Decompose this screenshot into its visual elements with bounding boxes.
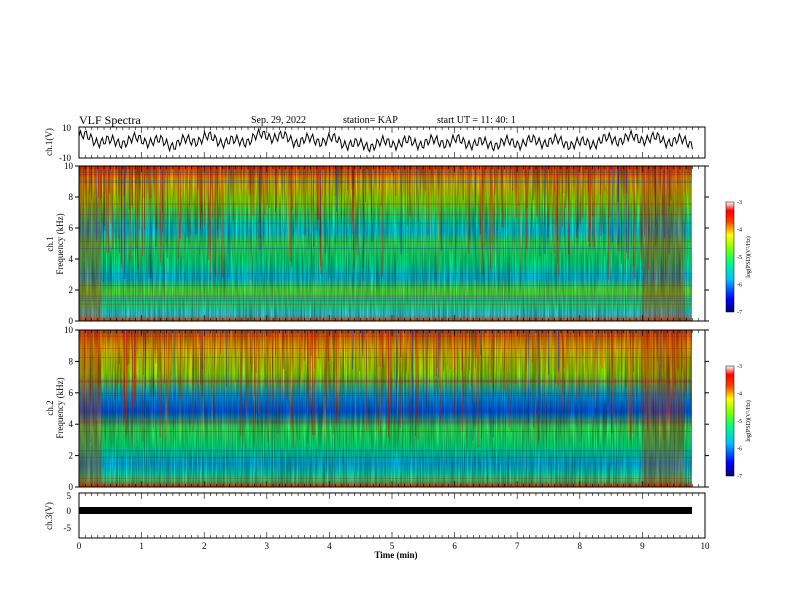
ch1-spectrogram-ylabel: ch.1Frequency (kHz) [45, 213, 65, 274]
ch3-ytick-top: 5 [67, 491, 72, 501]
xtick-label: 7 [515, 541, 520, 551]
ch2-spectrogram-yticks: 0 2 4 6 8 10 [64, 325, 709, 492]
ytick-label: 0 [69, 316, 74, 326]
ytick-label: 2 [69, 285, 74, 295]
ch1-waveform-line [78, 127, 693, 153]
ch2-colorbar-label: log(PSD)(V²/Hz) [745, 400, 752, 441]
time-axis-ticks [78, 127, 706, 538]
ch2-colorbar-gradient [725, 365, 735, 477]
colorbar-tick-label: -3 [737, 364, 742, 370]
ytick-label: 4 [69, 254, 74, 264]
xtick-label: 6 [452, 541, 457, 551]
ch1-spectrogram-yticks: 0 2 4 6 8 10 [64, 161, 709, 326]
ch1-colorbar: -3 -4 -5 -6 -7 log(PSD)(V²/Hz) [725, 200, 752, 316]
ch2-spectrogram-panel: ch.2Frequency (kHz) 0 2 4 6 8 10 [45, 325, 709, 492]
xtick-label: 5 [390, 541, 395, 551]
ch3-waveform-frame [78, 492, 706, 539]
ch1-colorbar-label: log(PSD)(V²/Hz) [745, 236, 752, 277]
xtick-label: 4 [327, 541, 332, 551]
ytick-label: 8 [69, 356, 74, 366]
ytick-label: 10 [64, 161, 74, 171]
colorbar-tick-label: -4 [737, 228, 742, 234]
xtick-label: 1 [139, 541, 144, 551]
date-label: Sep. 29, 2022 [251, 115, 306, 126]
ylabel-line: ch.1 [45, 236, 55, 251]
ch3-ytick-bottom: -5 [64, 523, 72, 533]
ylabel-line: Frequency (kHz) [55, 377, 65, 438]
ch1-colorbar-ticks: -3 -4 -5 -6 -7 [737, 200, 742, 316]
figure-title: VLF Spectra [79, 113, 141, 127]
ch1-ytick-bottom: -10 [59, 153, 71, 163]
colorbar-tick-label: -4 [737, 392, 742, 398]
ch1-colorbar-gradient [725, 201, 735, 313]
ytick-label: 6 [69, 223, 74, 233]
ch2-colorbar-ticks: -3 -4 -5 -6 -7 [737, 364, 742, 480]
xtick-label: 10 [701, 541, 711, 551]
colorbar-tick-label: -7 [737, 310, 742, 316]
ytick-label: 2 [69, 451, 74, 461]
xtick-label: 0 [77, 541, 82, 551]
xtick-label: 2 [202, 541, 207, 551]
xtick-label: 3 [265, 541, 270, 551]
ch1-waveform-ylabel: ch.1(V) [44, 128, 54, 156]
colorbar-tick-label: -3 [737, 200, 742, 206]
ch1-waveform-panel: ch.1(V) 10 -10 [44, 123, 706, 163]
ch2-spectrogram-texture [79, 330, 692, 487]
ch1-spectrogram-panel: ch.1Frequency (kHz) 0 2 4 6 8 10 [45, 161, 709, 326]
colorbar-tick-label: -5 [737, 419, 742, 425]
ytick-label: 10 [64, 325, 74, 335]
ytick-label: 8 [69, 192, 74, 202]
colorbar-tick-label: -6 [737, 283, 742, 289]
ch1-spectrogram-texture [79, 166, 692, 321]
xtick-label: 9 [640, 541, 645, 551]
ch3-waveform-band [79, 507, 692, 514]
ytick-label: 6 [69, 388, 74, 398]
colorbar-tick-label: -6 [737, 447, 742, 453]
ch1-ytick-top: 10 [62, 123, 72, 133]
ylabel-line: ch.2 [45, 400, 55, 415]
ch3-ytick-mid: 0 [67, 506, 72, 516]
ytick-label: 4 [69, 419, 74, 429]
station-label: station= KAP [343, 115, 398, 126]
ch2-colorbar: -3 -4 -5 -6 -7 log(PSD)(V²/Hz) [725, 364, 752, 480]
ch2-spectrogram-ylabel: ch.2Frequency (kHz) [45, 377, 65, 438]
colorbar-tick-label: -7 [737, 474, 742, 480]
colorbar-tick-label: -5 [737, 255, 742, 261]
ch3-waveform-ylabel: ch.3(V) [44, 502, 54, 530]
xtick-label: 8 [578, 541, 583, 551]
ch3-waveform-panel: ch.3(V) 5 0 -5 [44, 491, 706, 539]
time-axis-labels: 0 1 2 3 4 5 6 7 8 9 10 [77, 541, 710, 551]
ytick-label: 0 [69, 482, 74, 492]
time-axis-title: Time (min) [374, 550, 417, 560]
start-time-label: start UT = 11: 40: 1 [437, 115, 516, 126]
ylabel-line: Frequency (kHz) [55, 213, 65, 274]
